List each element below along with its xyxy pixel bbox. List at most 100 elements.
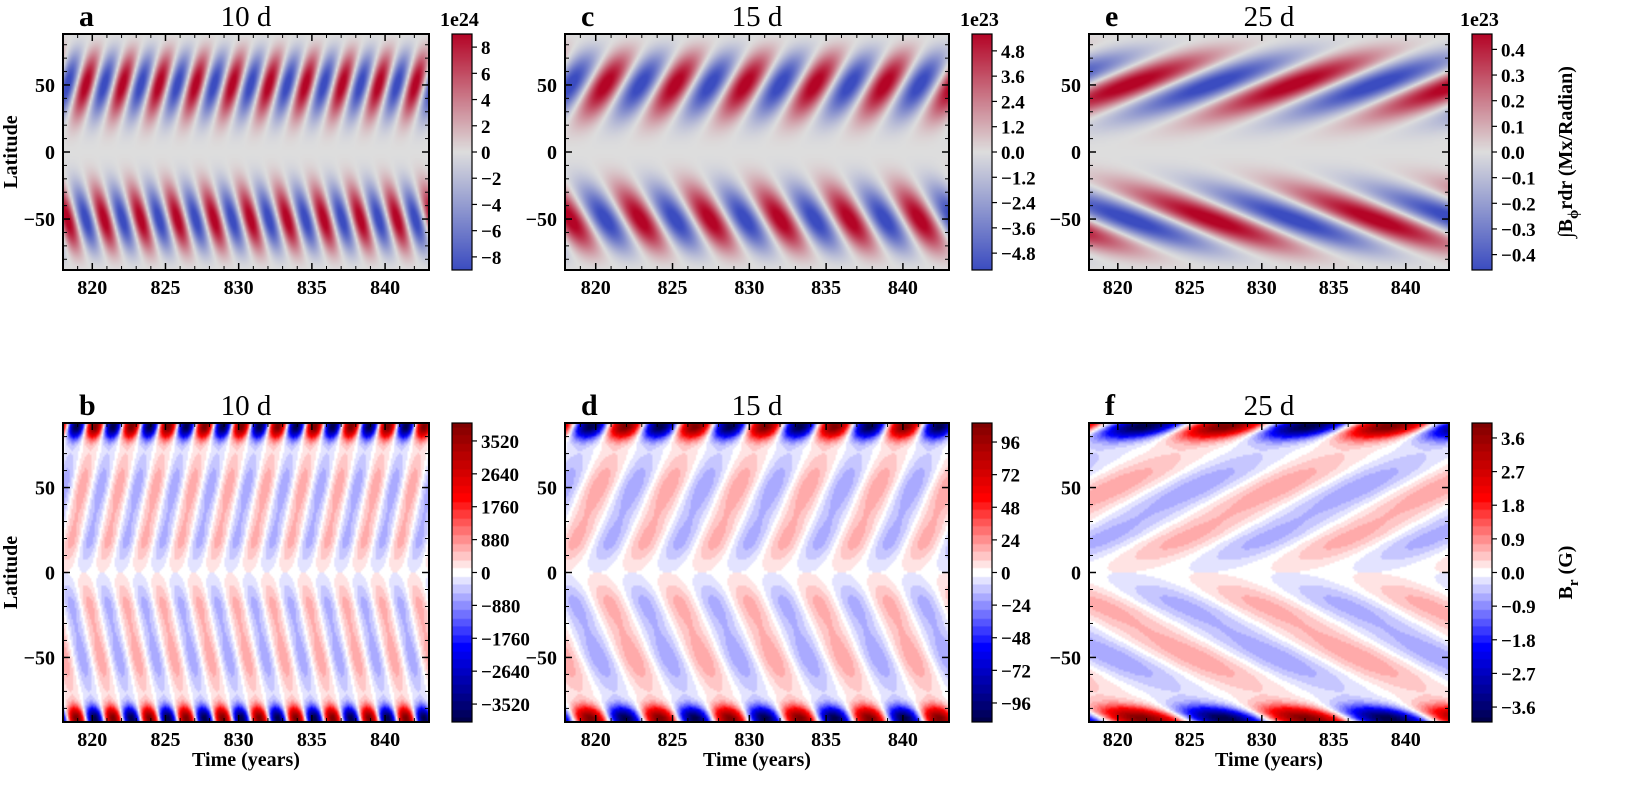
- colorbar-tick-label: −0.9: [1501, 597, 1536, 618]
- y-tick-label: 50: [35, 75, 55, 97]
- panel-letter: d: [581, 389, 598, 422]
- colorbar-tick-label: 0.3: [1501, 66, 1525, 87]
- x-tick-label: 825: [1175, 729, 1205, 751]
- colorbar-tick-label: −2.4: [1001, 194, 1036, 215]
- colorbar-tick-label: 96: [1001, 433, 1020, 454]
- x-tick-label: 840: [370, 729, 400, 751]
- y-tick-label: 0: [1071, 563, 1081, 585]
- colorbar-label: ∫Bϕrdr (Mx/Radian): [1555, 66, 1582, 240]
- x-axis-label: Time (years): [1215, 749, 1323, 771]
- colorbar-tick-label: −96: [1001, 694, 1031, 715]
- colorbar-tick-label: 72: [1001, 466, 1020, 487]
- colorbar-e: [1472, 34, 1492, 270]
- x-tick-label: 820: [581, 729, 611, 751]
- x-tick-label: 825: [1175, 277, 1205, 299]
- x-tick-label: 830: [734, 277, 764, 299]
- colorbar-tick-label: 3520: [481, 432, 519, 453]
- x-axis-label: Time (years): [192, 749, 300, 771]
- x-tick-label: 835: [297, 277, 327, 299]
- colorbar-multiplier: 1e24: [440, 9, 479, 31]
- x-tick-label: 820: [77, 729, 107, 751]
- colorbar-tick-label: 4.8: [1001, 42, 1025, 63]
- panel-letter: b: [79, 389, 96, 422]
- colorbar-tick-label: 1760: [481, 498, 519, 519]
- y-tick-label: −50: [526, 209, 557, 231]
- panel-a: 820 825 830 835 840 50 0 −50 a 10 d Latitude 8 6 4 2 0 −…: [0, 0, 502, 299]
- y-axis-label: Latitude: [0, 536, 22, 609]
- colorbar-tick-label: 2.4: [1001, 92, 1025, 113]
- colorbar-multiplier: 1e23: [1460, 9, 1499, 31]
- colorbar-tick-label: 0: [1001, 564, 1011, 585]
- x-tick-label: 840: [888, 277, 918, 299]
- colorbar-tick-label: 3.6: [1001, 67, 1025, 88]
- x-tick-label: 825: [658, 277, 688, 299]
- colorbar-tick-label: 8: [481, 38, 491, 59]
- colorbar-tick-label: 2.7: [1501, 463, 1525, 484]
- panel-letter: f: [1105, 389, 1116, 422]
- colorbar-tick-label: 48: [1001, 498, 1020, 519]
- colorbar-tick-label: 24: [1001, 531, 1021, 552]
- colorbar-d: [972, 423, 992, 722]
- colorbar-tick-label: −72: [1001, 661, 1031, 682]
- colorbar-tick-label: −880: [481, 596, 520, 617]
- panel-letter: e: [1105, 0, 1118, 33]
- colorbar-label: Br (G): [1555, 546, 1582, 600]
- colorbar-b: [452, 423, 472, 722]
- panel-c: 820 825 830 835 840 50 0 −50 c 15 d 4.8 3.6 2.4 1.2 0.…: [526, 0, 1036, 299]
- panel-letter: c: [581, 0, 594, 33]
- colorbar-f: [1472, 423, 1492, 722]
- x-tick-label: 825: [150, 277, 180, 299]
- colorbar-tick-label: −1.2: [1001, 168, 1036, 189]
- colorbar-multiplier: 1e23: [960, 9, 999, 31]
- colorbar-tick-label: −4: [481, 195, 502, 216]
- x-tick-label: 825: [150, 729, 180, 751]
- colorbar-tick-label: −0.4: [1501, 246, 1536, 267]
- colorbar-tick-label: 1.2: [1001, 118, 1025, 139]
- colorbar-tick-label: −2.7: [1501, 664, 1536, 685]
- y-tick-label: 0: [45, 142, 55, 164]
- x-tick-label: 820: [1103, 277, 1133, 299]
- y-tick-label: −50: [526, 647, 557, 669]
- x-tick-label: 835: [811, 729, 841, 751]
- colorbar-tick-label: 0.0: [1501, 564, 1525, 585]
- colorbar-tick-label: 0.4: [1501, 40, 1525, 61]
- y-tick-label: 0: [547, 142, 557, 164]
- colorbar-tick-label: −3.6: [1001, 219, 1036, 240]
- x-tick-label: 840: [1391, 729, 1421, 751]
- y-tick-label: 50: [537, 478, 557, 500]
- panel-title: 15 d: [732, 390, 783, 422]
- y-tick-label: 0: [547, 563, 557, 585]
- panel-title: 25 d: [1244, 1, 1295, 33]
- y-tick-label: −50: [24, 647, 55, 669]
- panel-title: 10 d: [221, 1, 272, 33]
- colorbar-tick-label: 4: [481, 91, 491, 112]
- panel-title: 25 d: [1244, 390, 1295, 422]
- heatmap-f: [1089, 423, 1449, 722]
- heatmap-d: [565, 423, 949, 722]
- panel-e: 820 825 830 835 840 50 0 −50 e 25 d 0.4 0.3 0.2 0.1 0.…: [1050, 0, 1582, 299]
- heatmap-b: [63, 423, 429, 722]
- x-tick-label: 835: [1319, 729, 1349, 751]
- colorbar-tick-label: 0.1: [1501, 117, 1525, 138]
- y-tick-label: 50: [1061, 478, 1081, 500]
- x-tick-label: 840: [1391, 277, 1421, 299]
- x-tick-label: 835: [297, 729, 327, 751]
- x-tick-label: 835: [1319, 277, 1349, 299]
- y-tick-label: 50: [1061, 75, 1081, 97]
- colorbar-tick-label: −3.6: [1501, 698, 1536, 719]
- x-tick-label: 825: [658, 729, 688, 751]
- colorbar-tick-label: −6: [481, 222, 501, 243]
- x-tick-label: 840: [888, 729, 918, 751]
- y-tick-label: 50: [537, 75, 557, 97]
- colorbar-tick-label: −1760: [481, 629, 530, 650]
- colorbar-tick-label: −2: [481, 169, 501, 190]
- x-tick-label: 830: [224, 277, 254, 299]
- colorbar-tick-label: 0.0: [1501, 143, 1525, 164]
- colorbar-tick-label: −0.1: [1501, 169, 1536, 190]
- panel-b: 820 825 830 835 840 50 0 −50 b 10 d Latitude Time (…: [0, 389, 530, 771]
- x-tick-label: 820: [77, 277, 107, 299]
- panel-letter: a: [79, 0, 94, 33]
- x-tick-label: 820: [581, 277, 611, 299]
- colorbar-tick-label: 1.8: [1501, 496, 1525, 517]
